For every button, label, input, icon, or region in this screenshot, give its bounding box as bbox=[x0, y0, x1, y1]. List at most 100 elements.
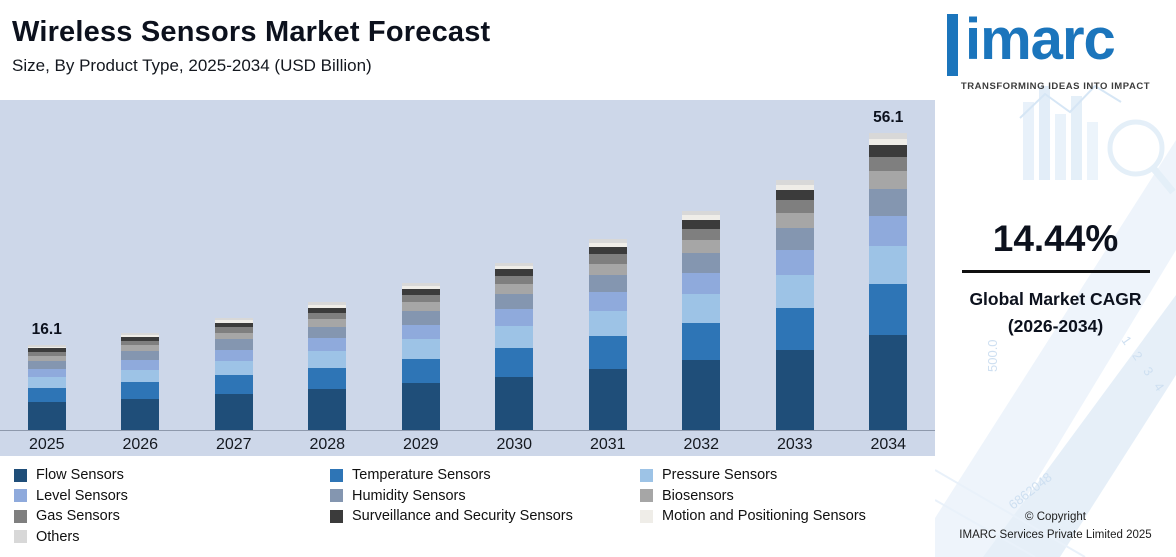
segment-biosensors bbox=[308, 319, 347, 327]
segment-surveillance-and-security-sensors bbox=[775, 190, 814, 201]
segment-humidity-sensors bbox=[682, 253, 721, 273]
legend-item-temperature-sensors: Temperature Sensors bbox=[330, 467, 640, 483]
segment-pressure-sensors bbox=[588, 311, 627, 337]
segment-biosensors bbox=[121, 345, 160, 352]
segment-biosensors bbox=[588, 263, 627, 276]
segment-motion-and-positioning-sensors bbox=[495, 265, 534, 269]
legend-item-flow-sensors: Flow Sensors bbox=[14, 467, 330, 483]
segment-temperature-sensors bbox=[214, 374, 253, 394]
segment-flow-sensors bbox=[495, 376, 534, 430]
segment-humidity-sensors bbox=[588, 275, 627, 293]
segment-level-sensors bbox=[401, 324, 440, 340]
segment-humidity-sensors bbox=[775, 227, 814, 251]
axis-label-2026: 2026 bbox=[122, 436, 159, 453]
segment-motion-and-positioning-sensors bbox=[588, 242, 627, 247]
segment-surveillance-and-security-sensors bbox=[27, 348, 66, 352]
legend-item-humidity-sensors: Humidity Sensors bbox=[330, 488, 640, 504]
segment-flow-sensors bbox=[27, 402, 66, 430]
segment-gas-sensors bbox=[682, 228, 721, 240]
segment-level-sensors bbox=[121, 360, 160, 370]
legend-swatch-temperature-sensors bbox=[330, 468, 343, 482]
bar-stack-2033 bbox=[775, 180, 814, 430]
segment-motion-and-positioning-sensors bbox=[27, 346, 66, 349]
legend-swatch-surveillance-and-security-sensors bbox=[330, 509, 343, 523]
segment-flow-sensors bbox=[588, 368, 627, 430]
bar-stack-2029 bbox=[401, 282, 440, 430]
chart-subtitle: Size, By Product Type, 2025-2034 (USD Bi… bbox=[12, 56, 372, 75]
bar-2034: 56.1 bbox=[842, 100, 936, 430]
brand-sidebar: 500.0 1 2 3 4 6862048 imarc TRANSFORMING… bbox=[935, 0, 1176, 557]
copyright-line2: IMARC Services Private Limited 2025 bbox=[959, 529, 1152, 542]
segment-gas-sensors bbox=[308, 312, 347, 320]
segment-temperature-sensors bbox=[869, 284, 908, 335]
legend-swatch-pressure-sensors bbox=[640, 468, 653, 482]
segment-humidity-sensors bbox=[495, 294, 534, 310]
bar-2026 bbox=[94, 100, 188, 430]
axis-label-2033: 2033 bbox=[776, 436, 813, 453]
legend-label-humidity-sensors: Humidity Sensors bbox=[352, 487, 466, 504]
bar-chart: 16.1 56.1 2025 2026 2027 2028 2029 2030 2031 203… bbox=[0, 100, 935, 456]
x-axis-labels: 2025 2026 2027 2028 2029 2030 2031 2032 2033 2034 bbox=[0, 436, 935, 454]
bar-stack-2034 bbox=[869, 133, 908, 430]
legend-item-pressure-sensors: Pressure Sensors bbox=[640, 467, 935, 483]
legend-item-gas-sensors: Gas Sensors bbox=[14, 508, 330, 524]
segment-level-sensors bbox=[495, 309, 534, 327]
segment-humidity-sensors bbox=[869, 189, 908, 216]
logo-text: imarc bbox=[965, 7, 1116, 72]
segment-others bbox=[588, 239, 627, 243]
segment-gas-sensors bbox=[121, 340, 160, 346]
segment-biosensors bbox=[401, 302, 440, 312]
chart-panel: Wireless Sensors Market Forecast Size, B… bbox=[0, 16, 935, 557]
segment-humidity-sensors bbox=[214, 339, 253, 350]
legend-label-level-sensors: Level Sensors bbox=[36, 487, 128, 504]
segment-humidity-sensors bbox=[308, 326, 347, 339]
segment-biosensors bbox=[775, 212, 814, 228]
segment-pressure-sensors bbox=[308, 351, 347, 368]
segment-gas-sensors bbox=[495, 275, 534, 285]
axis-label-2028: 2028 bbox=[309, 436, 346, 453]
segment-temperature-sensors bbox=[401, 358, 440, 384]
bar-stack-2025 bbox=[27, 345, 66, 430]
axis-label-2031: 2031 bbox=[589, 436, 626, 453]
segment-pressure-sensors bbox=[214, 360, 253, 375]
legend-swatch-motion-and-positioning-sensors bbox=[640, 509, 653, 523]
segment-gas-sensors bbox=[775, 200, 814, 213]
segment-others bbox=[495, 262, 534, 266]
copyright-line1: © Copyright bbox=[1025, 511, 1086, 524]
segment-surveillance-and-security-sensors bbox=[401, 289, 440, 295]
bars-area: 16.1 56.1 bbox=[0, 100, 935, 430]
bar-stack-2026 bbox=[121, 332, 160, 430]
chart-legend: Flow Sensors Temperature Sensors Pressure … bbox=[0, 456, 935, 557]
legend-label-gas-sensors: Gas Sensors bbox=[36, 508, 120, 525]
bar-2031 bbox=[561, 100, 655, 430]
segment-surveillance-and-security-sensors bbox=[214, 322, 253, 327]
segment-level-sensors bbox=[775, 250, 814, 276]
legend-swatch-level-sensors bbox=[14, 489, 27, 503]
segment-motion-and-positioning-sensors bbox=[869, 139, 908, 145]
cagr-block: 14.44% Global Market CAGR (2026-2034) bbox=[935, 218, 1176, 340]
segment-gas-sensors bbox=[214, 326, 253, 333]
segment-level-sensors bbox=[308, 338, 347, 352]
segment-biosensors bbox=[869, 171, 908, 190]
axis-label-2027: 2027 bbox=[215, 436, 252, 453]
legend-swatch-gas-sensors bbox=[14, 509, 27, 523]
legend-swatch-flow-sensors bbox=[14, 468, 27, 482]
segment-gas-sensors bbox=[588, 254, 627, 264]
bar-stack-2030 bbox=[495, 262, 534, 430]
segment-pressure-sensors bbox=[27, 377, 66, 389]
segment-surveillance-and-security-sensors bbox=[308, 307, 347, 313]
x-axis-line bbox=[0, 430, 935, 431]
decor-graphic: 500.0 1 2 3 4 6862048 bbox=[935, 84, 1176, 557]
segment-motion-and-positioning-sensors bbox=[214, 320, 253, 323]
segment-humidity-sensors bbox=[401, 311, 440, 325]
bar-stack-2027 bbox=[214, 318, 253, 430]
segment-flow-sensors bbox=[214, 394, 253, 430]
segment-level-sensors bbox=[682, 272, 721, 295]
segment-others bbox=[308, 302, 347, 306]
bar-2027 bbox=[187, 100, 281, 430]
segment-motion-and-positioning-sensors bbox=[682, 215, 721, 220]
segment-biosensors bbox=[214, 332, 253, 340]
segment-biosensors bbox=[495, 284, 534, 295]
segment-level-sensors bbox=[27, 368, 66, 378]
segment-flow-sensors bbox=[682, 360, 721, 430]
